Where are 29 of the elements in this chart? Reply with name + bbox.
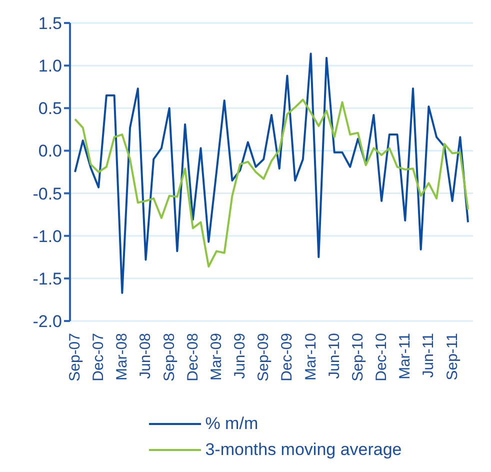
y-tick-label: 1.0 bbox=[38, 56, 62, 76]
legend-label: 3-months moving average bbox=[205, 440, 402, 460]
x-tick-label: Dec-08 bbox=[184, 333, 202, 382]
y-tick-label: 0.0 bbox=[38, 142, 62, 161]
line-series bbox=[74, 52, 469, 294]
x-tick-label: Dec-07 bbox=[90, 333, 108, 382]
x-tick-label: Jun-10 bbox=[326, 333, 343, 379]
legend-label: % m/m bbox=[205, 414, 258, 434]
line-series bbox=[74, 98, 469, 268]
x-tick-label: Sep-08 bbox=[160, 333, 178, 382]
y-tick-label: -1.0 bbox=[32, 226, 62, 246]
x-tick-label: Jun-09 bbox=[232, 333, 249, 379]
x-tick-label: Mar-11 bbox=[396, 333, 414, 380]
x-tick-label: Mar-10 bbox=[302, 333, 320, 381]
x-tick-label: Dec-10 bbox=[373, 333, 390, 382]
y-tick-label: 0.5 bbox=[38, 99, 62, 118]
x-tick-label: Sep-10 bbox=[349, 333, 366, 382]
x-tick-label: Dec-09 bbox=[278, 333, 296, 382]
x-tick-label: Jun-11 bbox=[420, 333, 438, 378]
x-tick-label: Sep-07 bbox=[66, 333, 84, 382]
y-tick-label: -1.5 bbox=[32, 269, 62, 288]
x-tick-label: Mar-08 bbox=[114, 333, 131, 381]
x-tick-label: Mar-09 bbox=[208, 333, 225, 381]
y-tick-label: 1.5 bbox=[38, 14, 62, 34]
y-tick-label: -0.5 bbox=[32, 184, 62, 204]
x-tick-label: Sep-11 bbox=[444, 333, 461, 380]
x-tick-label: Jun-08 bbox=[137, 333, 154, 379]
y-tick-label: -2.0 bbox=[32, 312, 62, 332]
x-tick-label: Sep-09 bbox=[255, 333, 272, 382]
